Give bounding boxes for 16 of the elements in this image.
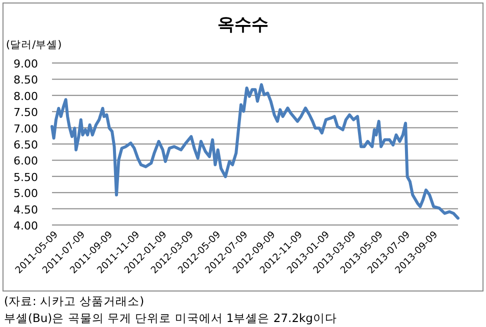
y-tick-label: 7.00 [14,122,38,136]
y-tick-label: 8.50 [14,74,38,87]
line-series [50,83,460,220]
text: 부셸(Bu)은 곡물의 무게 단위로 미국에서 1부셸은 27.2kg이다 [4,311,337,325]
chart-title: 옥수수 [218,15,268,35]
y-tick-label: 6.50 [14,138,38,152]
text: (자료: 시카고 상품거래소) [4,294,144,308]
y-tick-label: 6.00 [14,154,38,168]
y-tick-label: 7.50 [14,106,38,120]
y-tick-label: 4.50 [14,203,38,216]
y-tick-label: 9.00 [14,58,38,70]
y-tick-label: 8.00 [14,90,38,103]
y-tick-label: 5.50 [14,170,38,184]
y-axis-title: (달러/부셸) [6,39,62,51]
y-tick-label: 5.00 [14,187,38,200]
y-tick-label: 4.00 [14,220,38,232]
